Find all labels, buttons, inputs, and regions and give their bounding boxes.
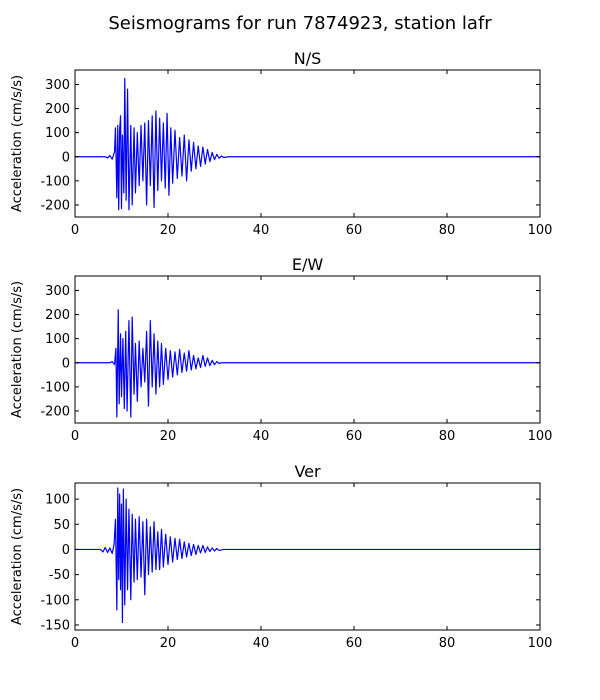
x-tick-label: 40: [253, 429, 270, 444]
y-tick-label: 0: [62, 543, 70, 558]
chart-panel-2: E/W 0 20 40 60 80 100 -200 -100 0 100 200 300 Acceler…: [10, 255, 552, 444]
y-tick-label: 100: [45, 493, 70, 508]
y-tick-label: 50: [53, 518, 70, 533]
x-tick-label: 20: [160, 636, 177, 651]
x-tick-label: 100: [528, 636, 553, 651]
y-tick-label: 0: [62, 150, 70, 165]
chart-panel-3: Ver 0 20 40 60 80 100 -150 -100 -50 0 50 100 Accelera…: [10, 462, 552, 651]
y-axis-label: Acceleration (cm/s/s): [10, 281, 25, 418]
x-tick-label: 80: [439, 429, 456, 444]
x-tick-label: 20: [160, 429, 177, 444]
x-tick-label: 100: [528, 429, 553, 444]
chart-panel-1: N/S 0 20 40 60 80 100 -200 -100 0 100 200 300 Acceler…: [10, 49, 552, 238]
x-tick-label: 60: [346, 223, 363, 238]
y-axis-label: Acceleration (cm/s/s): [10, 75, 25, 212]
y-tick-label: 0: [62, 356, 70, 371]
series-line: [75, 77, 540, 211]
panel-title: N/S: [294, 49, 322, 68]
x-tick-label: 80: [439, 223, 456, 238]
y-tick-label: 200: [45, 308, 70, 323]
y-tick-label: -100: [40, 174, 70, 189]
x-tick-label: 0: [71, 429, 79, 444]
axes-frame: [74, 69, 541, 218]
x-tick-label: 0: [71, 223, 79, 238]
y-tick-label: -100: [40, 380, 70, 395]
panel-title: Ver: [294, 462, 321, 481]
x-tick-label: 100: [528, 223, 553, 238]
y-tick-label: 300: [45, 78, 70, 93]
x-tick-label: 60: [346, 429, 363, 444]
x-tick-label: 80: [439, 636, 456, 651]
panel-title: E/W: [292, 255, 324, 274]
y-axis-label: Acceleration (cm/s/s): [10, 488, 25, 625]
y-tick-label: -150: [40, 618, 70, 633]
x-tick-label: 20: [160, 223, 177, 238]
y-tick-label: -50: [49, 568, 70, 583]
y-tick-label: -100: [40, 593, 70, 608]
x-tick-label: 60: [346, 636, 363, 651]
x-tick-label: 40: [253, 223, 270, 238]
x-tick-label: 40: [253, 636, 270, 651]
figure-title: Seismograms for run 7874923, station laf…: [108, 13, 492, 34]
y-tick-label: 200: [45, 102, 70, 117]
panels: N/S0 20 40 60 80 100-200-1000100200300Acceler…: [10, 49, 552, 651]
y-tick-label: 100: [45, 332, 70, 347]
y-tick-label: 100: [45, 126, 70, 141]
axes-frame: [74, 275, 541, 424]
y-tick-label: 300: [45, 284, 70, 299]
x-tick-label: 0: [71, 636, 79, 651]
y-tick-label: -200: [40, 198, 70, 213]
series-line: [75, 487, 540, 624]
axes-frame: [74, 482, 541, 631]
series-line: [75, 309, 540, 418]
y-tick-label: -200: [40, 404, 70, 419]
